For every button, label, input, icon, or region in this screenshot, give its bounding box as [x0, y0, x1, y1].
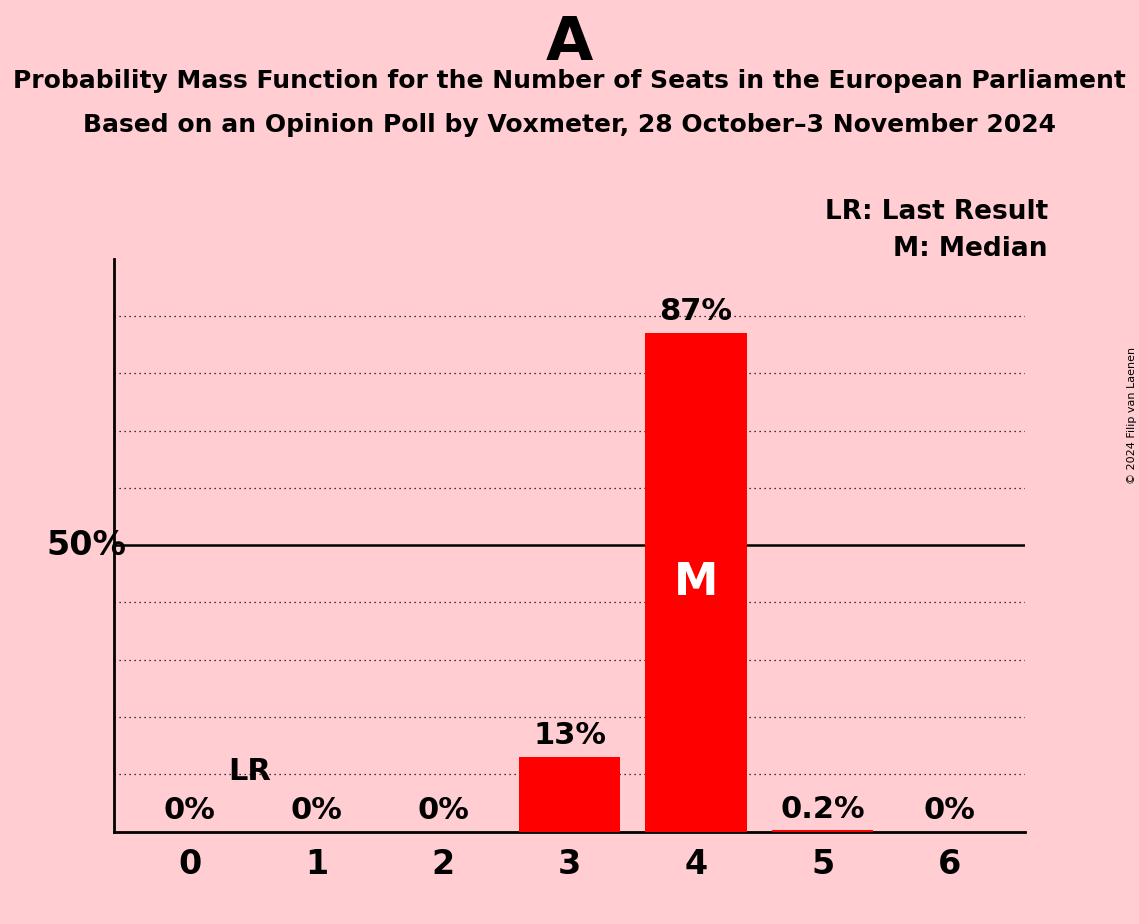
Bar [646, 334, 747, 832]
Text: 50%: 50% [47, 529, 126, 562]
Text: LR: Last Result: LR: Last Result [825, 199, 1048, 225]
Text: 0%: 0% [164, 796, 215, 825]
Text: 0%: 0% [290, 796, 343, 825]
Text: 0%: 0% [417, 796, 469, 825]
Text: M: Median: M: Median [893, 236, 1048, 261]
Text: 13%: 13% [533, 722, 606, 750]
Bar [772, 831, 874, 832]
Bar [519, 757, 620, 832]
Text: M: M [674, 561, 719, 604]
Text: 0%: 0% [924, 796, 975, 825]
Text: Probability Mass Function for the Number of Seats in the European Parliament: Probability Mass Function for the Number… [13, 69, 1126, 93]
Text: 0.2%: 0.2% [780, 795, 865, 823]
Text: A: A [546, 14, 593, 73]
Text: © 2024 Filip van Laenen: © 2024 Filip van Laenen [1126, 347, 1137, 484]
Text: 87%: 87% [659, 298, 732, 326]
Text: LR: LR [228, 757, 271, 786]
Text: Based on an Opinion Poll by Voxmeter, 28 October–3 November 2024: Based on an Opinion Poll by Voxmeter, 28… [83, 113, 1056, 137]
